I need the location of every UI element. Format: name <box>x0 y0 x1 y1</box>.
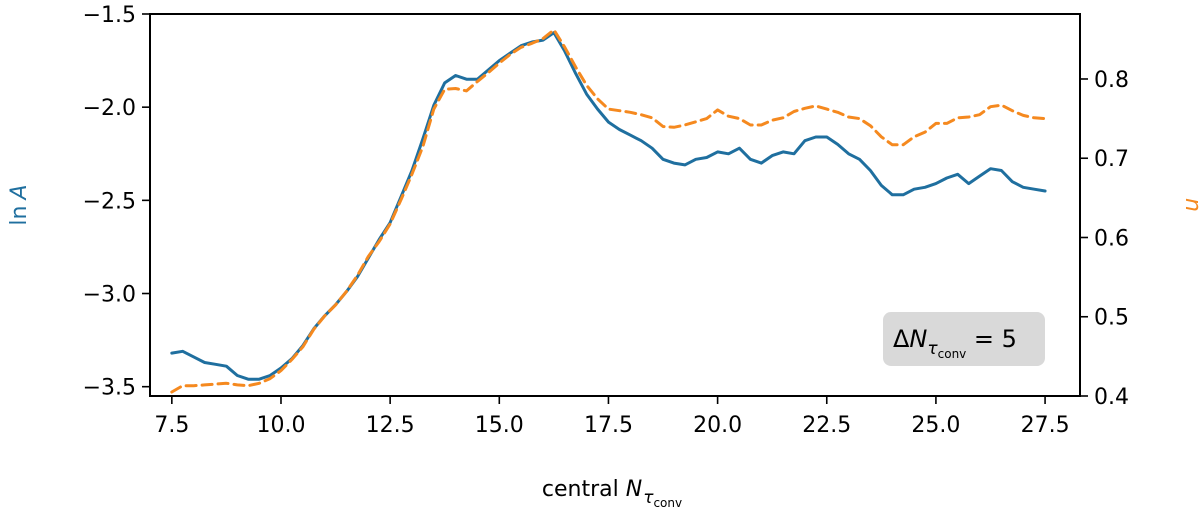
annotation-text: ΔNτconv = 5 <box>893 325 1017 361</box>
x-tick-label: 12.5 <box>366 413 415 438</box>
y-right-tick-label: 0.6 <box>1094 226 1129 251</box>
series-line-lnA <box>170 31 1047 381</box>
x-tick-label: 25.0 <box>911 413 960 438</box>
x-tick-label: 27.5 <box>1021 413 1070 438</box>
y-left-tick-label: −1.5 <box>83 3 136 28</box>
y-left-tick-label: −3.0 <box>83 283 136 308</box>
x-tick-label: 17.5 <box>584 413 633 438</box>
y-axis-right: 0.4 0.5 0.6 0.7 0.8 <box>1080 68 1129 410</box>
y-axis-right-title: n <box>1180 198 1200 212</box>
y-axis-left: −1.5 −2.0 −2.5 −3.0 −3.5 <box>83 3 150 401</box>
x-tick-label: 22.5 <box>802 413 851 438</box>
annotation-box: ΔNτconv = 5 <box>883 312 1045 366</box>
y-right-tick-label: 0.8 <box>1094 68 1129 93</box>
x-tick-label: 10.0 <box>256 413 305 438</box>
annotation-background <box>883 312 1045 366</box>
y-axis-left-title: lnA <box>7 184 32 225</box>
series-layer <box>170 28 1047 394</box>
y-left-tick-label: −2.5 <box>83 189 136 214</box>
x-tick-label: 15.0 <box>475 413 524 438</box>
y-left-tick-label: −2.0 <box>83 96 136 121</box>
plot-frame <box>149 13 1081 397</box>
x-axis-title: central Nτconv <box>542 477 682 507</box>
y-right-tick-label: 0.4 <box>1094 385 1129 410</box>
x-tick-label: 20.0 <box>693 413 742 438</box>
y-left-tick-label: −3.5 <box>83 376 136 401</box>
x-tick-label: 7.5 <box>154 413 189 438</box>
x-axis: 7.5 10.0 12.5 15.0 17.5 20.0 22.5 25.0 27.5 <box>154 396 1070 438</box>
y-right-tick-label: 0.5 <box>1094 306 1129 331</box>
y-right-tick-label: 0.7 <box>1094 147 1129 172</box>
